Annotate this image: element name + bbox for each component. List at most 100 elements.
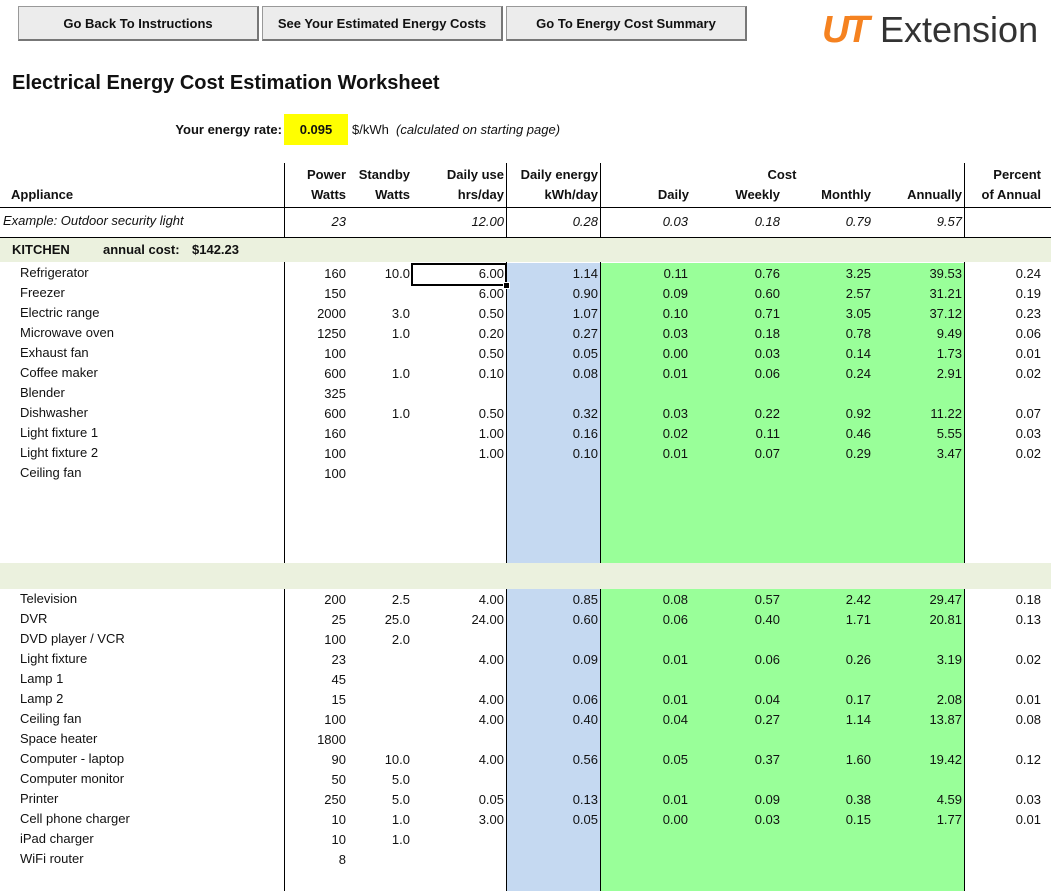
cell[interactable]: 160: [324, 266, 346, 281]
cell[interactable]: 200: [324, 592, 346, 607]
cell: 0.05: [662, 752, 688, 767]
column-header: Power: [306, 167, 346, 182]
cell[interactable]: 0.50: [478, 406, 504, 421]
cell: 0.92: [845, 406, 871, 421]
cell: 0.07: [1015, 406, 1041, 421]
cell[interactable]: 4.00: [478, 752, 504, 767]
cell[interactable]: 600: [324, 366, 346, 381]
cell[interactable]: 0.50: [478, 306, 504, 321]
cell[interactable]: 0.50: [478, 346, 504, 361]
cell[interactable]: 5.0: [391, 792, 410, 807]
cell[interactable]: 160: [324, 426, 346, 441]
button[interactable]: See Your Estimated Energy Costs: [262, 6, 503, 41]
cell[interactable]: 25: [331, 612, 346, 627]
cell[interactable]: 100: [324, 346, 346, 361]
appliance-name: Television: [20, 591, 78, 606]
example-cell: 0.79: [845, 214, 871, 229]
column-border: [284, 163, 285, 891]
cell[interactable]: 10.0: [384, 266, 410, 281]
cell[interactable]: 3.00: [478, 812, 504, 827]
cell[interactable]: 25.0: [384, 612, 410, 627]
cell[interactable]: 1.0: [391, 812, 410, 827]
cell[interactable]: 4.00: [478, 692, 504, 707]
appliance-name: Computer monitor: [20, 771, 125, 786]
cell[interactable]: 2.0: [391, 632, 410, 647]
cell[interactable]: 1.0: [391, 832, 410, 847]
cell[interactable]: 50: [331, 772, 346, 787]
cell[interactable]: 6.00: [478, 286, 504, 301]
section-band: [0, 563, 1051, 589]
column-header: Watts: [311, 187, 346, 202]
cell: 0.17: [845, 692, 871, 707]
example-border: [0, 237, 1051, 238]
cell[interactable]: 24.00: [471, 612, 504, 627]
example-cell: 0.28: [572, 214, 598, 229]
cell: 0.71: [754, 306, 780, 321]
cell[interactable]: 0.20: [478, 326, 504, 341]
cell: 0.01: [662, 446, 688, 461]
column-header: Daily use: [446, 167, 504, 182]
cell[interactable]: 1.0: [391, 406, 410, 421]
cell: 3.47: [936, 446, 962, 461]
cell[interactable]: 100: [324, 466, 346, 481]
cell[interactable]: 3.0: [391, 306, 410, 321]
cell[interactable]: 1250: [317, 326, 346, 341]
title: Electrical Energy Cost Estimation Worksh…: [12, 72, 440, 94]
cell[interactable]: 100: [324, 712, 346, 727]
cell: 0.04: [754, 692, 780, 707]
cell[interactable]: 100: [324, 446, 346, 461]
cell[interactable]: 0.05: [478, 792, 504, 807]
cell[interactable]: 600: [324, 406, 346, 421]
cell[interactable]: 8: [338, 852, 346, 867]
cell: 0.76: [754, 266, 780, 281]
cell: 0.02: [1015, 366, 1041, 381]
cell[interactable]: 6.00: [478, 266, 504, 281]
appliance-name: Space heater: [20, 731, 98, 746]
button[interactable]: Go To Energy Cost Summary: [506, 6, 747, 41]
example-cell: 9.57: [936, 214, 962, 229]
cell: 0.06: [754, 366, 780, 381]
cell: 9.49: [936, 326, 962, 341]
cell[interactable]: 4.00: [478, 712, 504, 727]
cell[interactable]: 45: [331, 672, 346, 687]
cell[interactable]: 325: [324, 386, 346, 401]
cell: 0.03: [1015, 426, 1041, 441]
cell: 0.78: [845, 326, 871, 341]
cell[interactable]: 5.0: [391, 772, 410, 787]
column-header: Cost: [767, 167, 797, 182]
cell: 0.13: [572, 792, 598, 807]
rate-label: Your energy rate:: [175, 122, 282, 137]
cell[interactable]: 1.00: [478, 446, 504, 461]
cell: 2.57: [845, 286, 871, 301]
cell: 1.14: [572, 266, 598, 281]
cell: 0.24: [1015, 266, 1041, 281]
cell[interactable]: 1.0: [391, 366, 410, 381]
appliance-name: iPad charger: [20, 831, 94, 846]
cell[interactable]: 15: [331, 692, 346, 707]
cell[interactable]: 10: [331, 832, 346, 847]
cell: 37.12: [929, 306, 962, 321]
button[interactable]: Go Back To Instructions: [18, 6, 259, 41]
cell[interactable]: 90: [331, 752, 346, 767]
cell[interactable]: 10.0: [384, 752, 410, 767]
cell[interactable]: 250: [324, 792, 346, 807]
appliance-name: Ceiling fan: [20, 711, 82, 726]
cell: 1.14: [845, 712, 871, 727]
cell[interactable]: 1800: [317, 732, 346, 747]
cell[interactable]: 4.00: [478, 652, 504, 667]
appliance-name: Cell phone charger: [20, 811, 130, 826]
cell[interactable]: 4.00: [478, 592, 504, 607]
cell[interactable]: 10: [331, 812, 346, 827]
cell[interactable]: 1.00: [478, 426, 504, 441]
rate-value[interactable]: 0.095: [299, 122, 333, 137]
cell: 0.00: [662, 812, 688, 827]
cell: 0.06: [662, 612, 688, 627]
cell[interactable]: 0.10: [478, 366, 504, 381]
cell[interactable]: 2000: [317, 306, 346, 321]
appliance-name: Lamp 2: [20, 691, 64, 706]
cell[interactable]: 100: [324, 632, 346, 647]
cell[interactable]: 2.5: [391, 592, 410, 607]
cell[interactable]: 23: [331, 652, 346, 667]
cell[interactable]: 150: [324, 286, 346, 301]
cell[interactable]: 1.0: [391, 326, 410, 341]
